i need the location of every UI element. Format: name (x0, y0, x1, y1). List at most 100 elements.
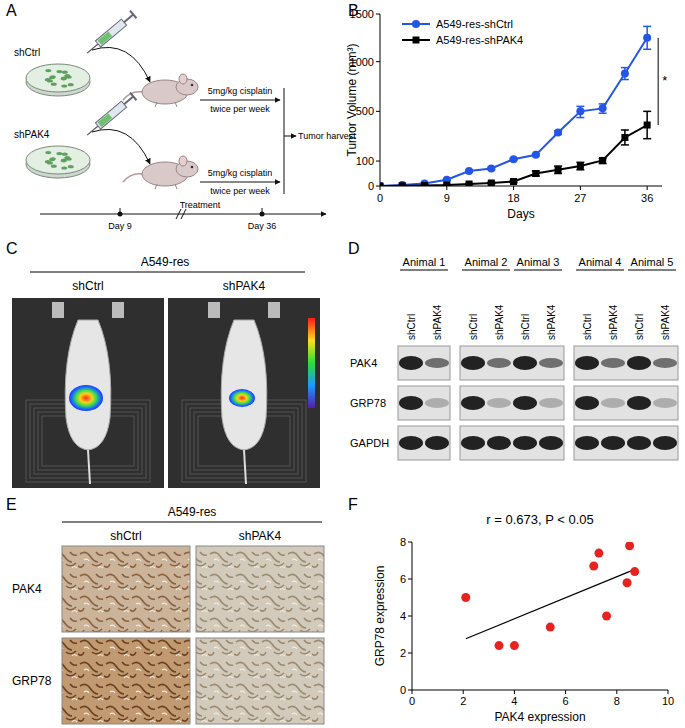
significance-label: * (662, 73, 667, 88)
legend-label: A549-res-shCtrl (436, 18, 513, 30)
marker (487, 165, 495, 173)
point (546, 623, 555, 632)
lane-label: shPAK4 (494, 304, 505, 340)
animal-label: Animal 4 (579, 256, 622, 268)
cell (62, 71, 68, 74)
column-label: shPAK4 (239, 529, 282, 543)
syringe (84, 11, 136, 57)
cell (51, 83, 57, 86)
y-tick-label: 0 (400, 684, 406, 696)
x-tick-label: 6 (563, 695, 569, 707)
panel-letter: E (6, 496, 17, 513)
mouse-body (221, 320, 267, 450)
panel-letter: D (348, 240, 360, 257)
arrow (200, 100, 280, 101)
cell (62, 153, 68, 156)
lane-label: shPAK4 (660, 304, 671, 340)
error-bar (576, 162, 584, 169)
cell (45, 69, 51, 72)
plunger (124, 14, 133, 22)
legend-label: A549-res-shPAK4 (436, 34, 523, 46)
animal-rule (514, 270, 562, 271)
cell (45, 151, 51, 154)
animal-rule (628, 270, 676, 271)
x-tick-label: 36 (641, 192, 653, 204)
panel-e: A549-resshCtrlshPAK4PAK4GRP78 (12, 505, 324, 724)
mouse-leg (155, 102, 157, 107)
x-tick (412, 690, 413, 694)
y-tick (408, 653, 412, 654)
band (627, 436, 651, 450)
x-tick (514, 690, 515, 694)
color-scale (308, 318, 315, 408)
band (601, 398, 625, 408)
treatment-label: twice per week (210, 186, 270, 196)
error-bar (621, 68, 629, 80)
band (539, 398, 563, 408)
blot-strip (460, 426, 564, 460)
band (461, 436, 485, 450)
holder (112, 302, 124, 318)
ihc-image (196, 546, 324, 632)
marker (621, 70, 629, 78)
blot-strip (460, 346, 564, 380)
dish-label: shPAK4 (14, 129, 50, 140)
panel-letter: A (6, 2, 17, 19)
x-tick (580, 186, 581, 190)
x-tick (513, 186, 514, 190)
band (487, 436, 511, 450)
y-tick-label: 1500 (350, 8, 374, 20)
band (425, 358, 449, 368)
y-axis (380, 14, 381, 186)
group-label: shCtrl (72, 279, 103, 293)
lane-label: shCtrl (520, 314, 531, 340)
lane-label: shCtrl (582, 314, 593, 340)
animal-label: Animal 1 (403, 256, 446, 268)
band (425, 436, 449, 450)
blot-strip (398, 426, 450, 460)
error-cap (576, 106, 584, 108)
error-cap (643, 111, 651, 113)
arrow (92, 129, 150, 164)
barrel (95, 19, 126, 47)
marker (399, 182, 406, 186)
point (625, 542, 634, 550)
panel-a: shCtrl5mg/kg cisplatintwice per weekshPA… (14, 11, 356, 231)
treatment-label: 5mg/kg cisplatin (208, 168, 273, 178)
blot-strip (574, 346, 678, 380)
marker (644, 122, 651, 129)
point (623, 578, 632, 587)
timeline-label: Day 9 (108, 221, 132, 231)
band (513, 436, 537, 450)
band (513, 356, 537, 370)
band (399, 396, 423, 410)
cell (51, 165, 57, 168)
mouse-ear (179, 156, 187, 166)
lane-label: shPAK4 (546, 304, 557, 340)
blot-strip (398, 346, 450, 380)
band (653, 398, 677, 408)
band (653, 436, 677, 450)
y-tick (408, 616, 412, 617)
x-axis-label: Days (507, 207, 534, 221)
point (594, 549, 603, 558)
blot-strip (574, 386, 678, 420)
holder (208, 302, 220, 318)
mouse (123, 156, 198, 189)
band (539, 358, 563, 368)
band (539, 436, 563, 450)
ihc-image (62, 638, 190, 724)
marker (380, 183, 384, 187)
marker (532, 151, 540, 159)
luminescence (229, 389, 255, 407)
timeline-label: Day 36 (248, 221, 277, 231)
x-tick-label: 9 (444, 192, 450, 204)
lane-label: shPAK4 (432, 304, 443, 340)
band (513, 396, 537, 410)
x-tick (616, 690, 617, 694)
band (627, 396, 651, 410)
y-tick-label: 8 (400, 536, 406, 548)
x-tick-label: 0 (409, 695, 415, 707)
liquid (98, 31, 113, 45)
panel-c: A549-resshCtrlshPAK4 (12, 255, 320, 488)
